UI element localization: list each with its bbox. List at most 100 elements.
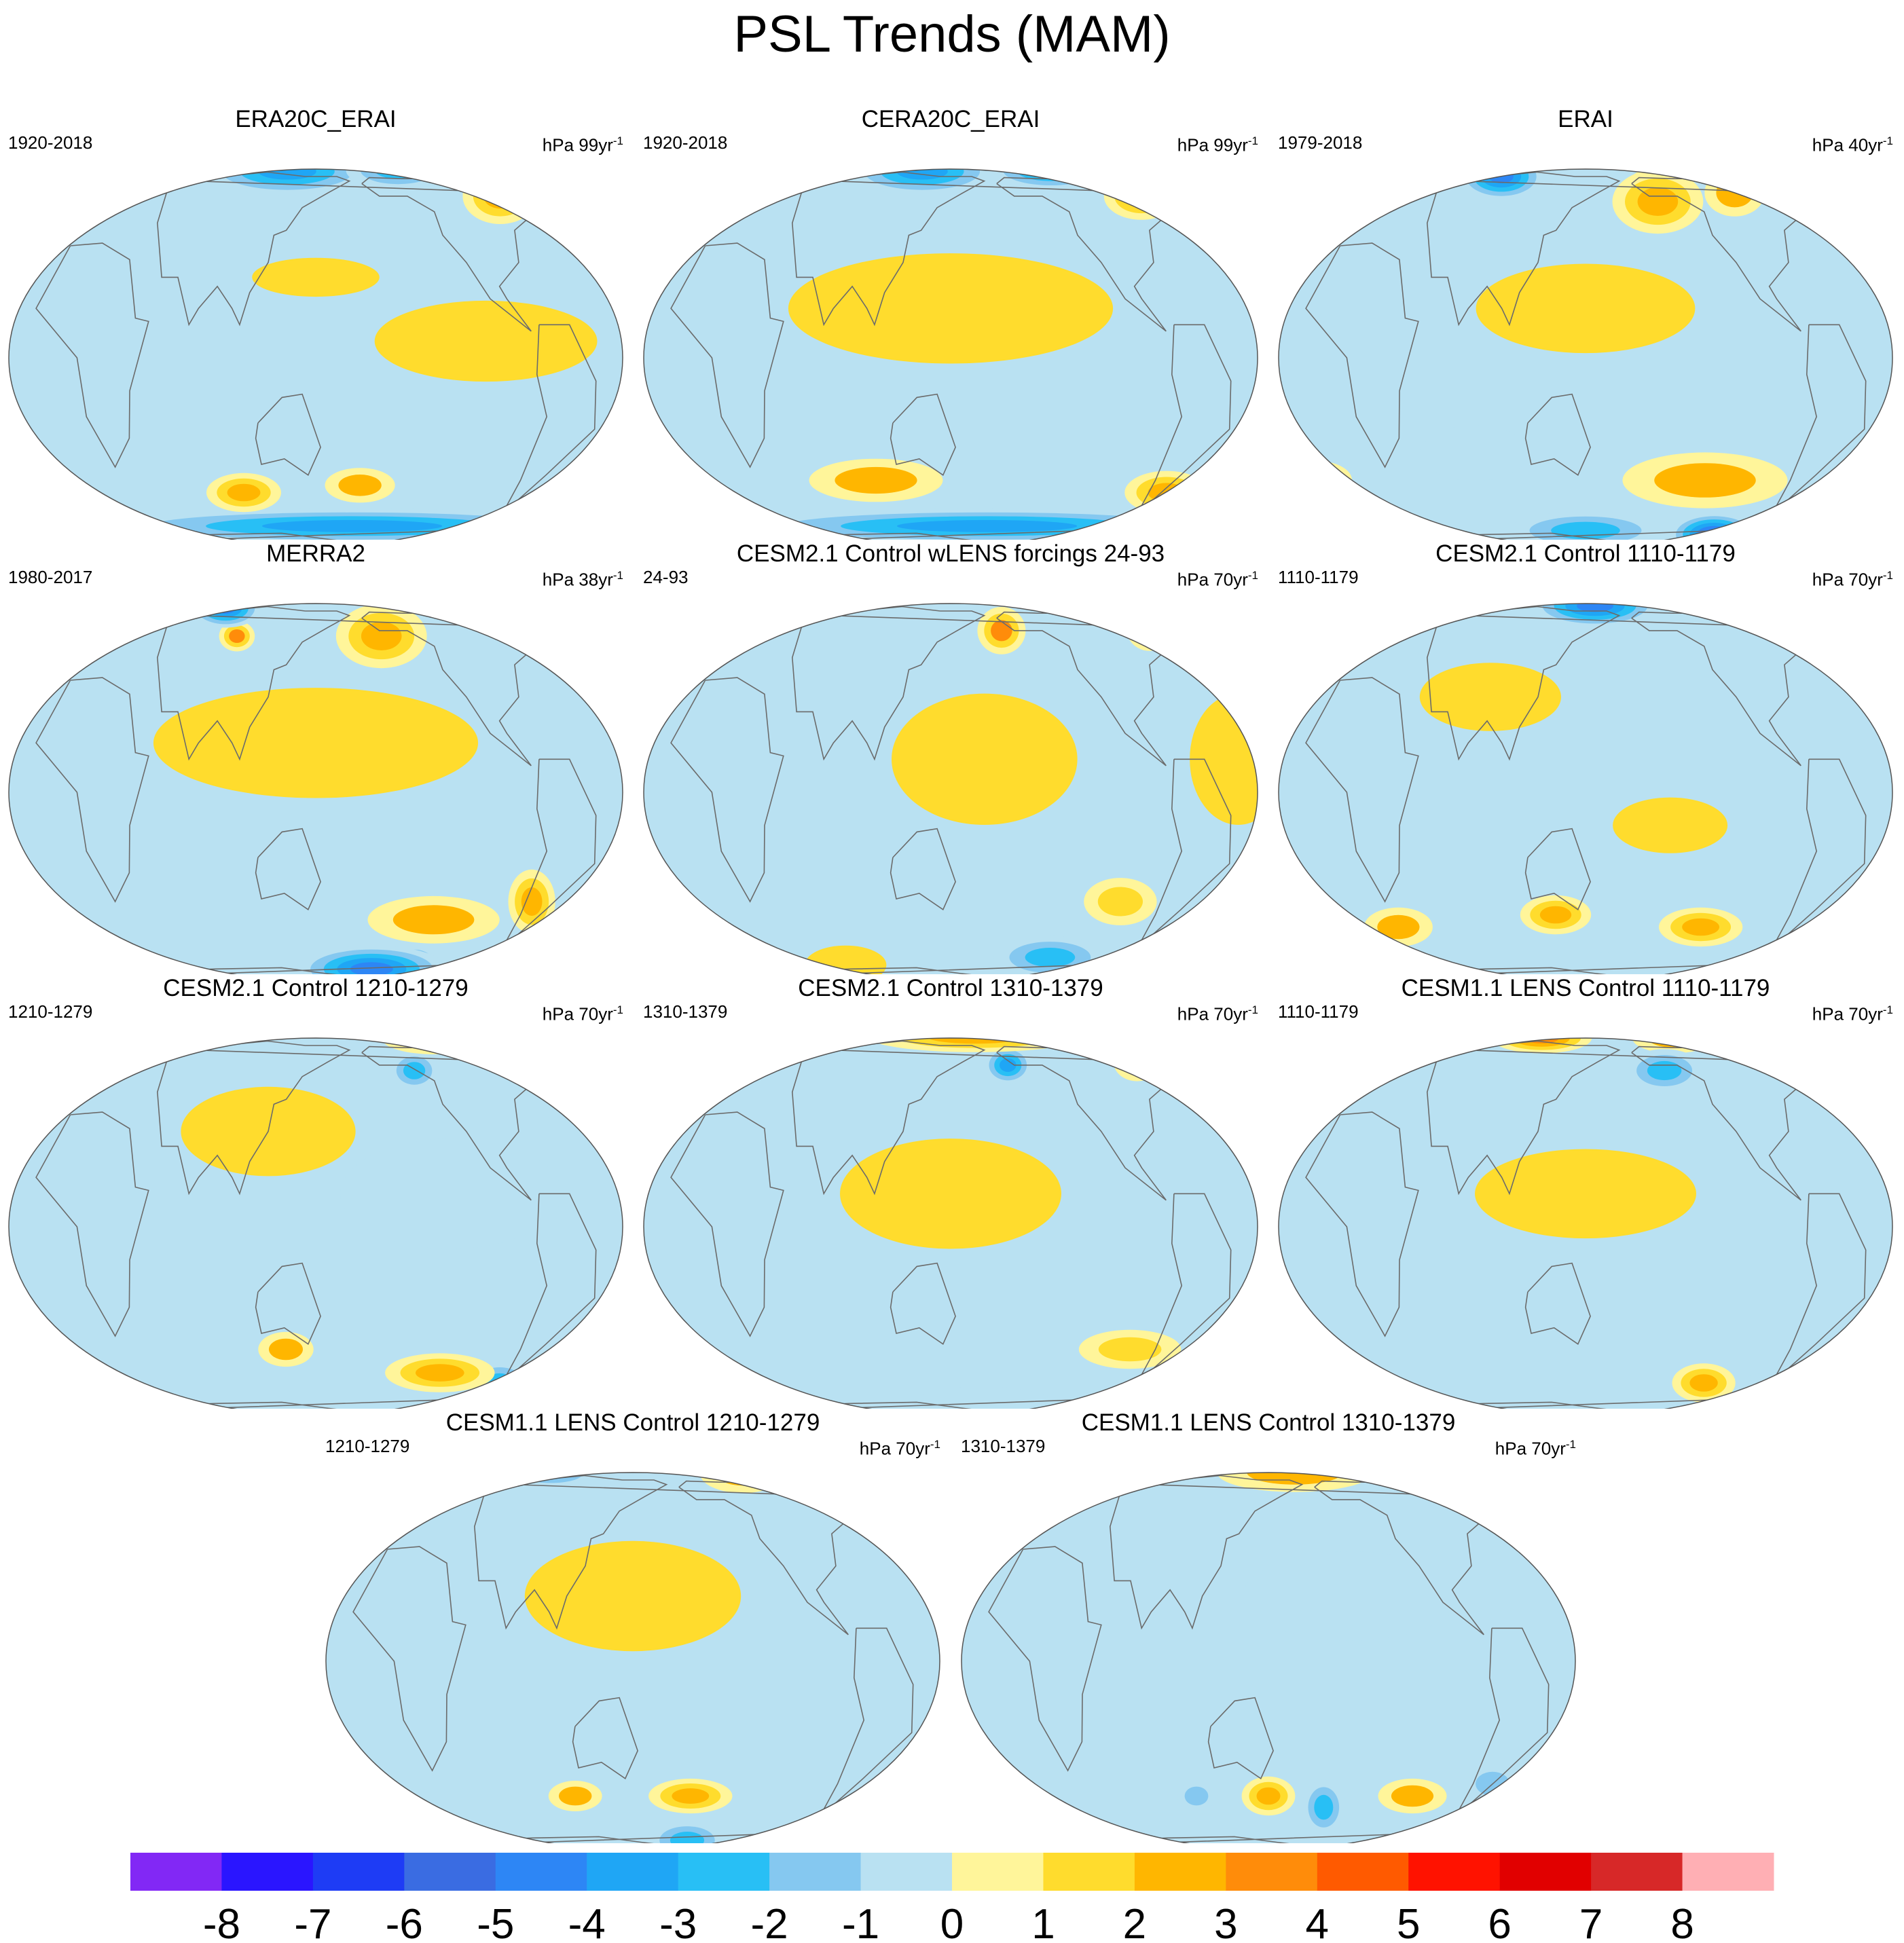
coastline: [1207, 1697, 1274, 1780]
panel-map: [1278, 168, 1893, 540]
contour-fill: [1243, 1551, 1459, 1641]
panel-period: 1920-2018: [643, 132, 728, 153]
panel-map: [643, 1037, 1258, 1409]
panel: CESM1.1 LENS Control 1210-1279 1210-1279 h…: [317, 1409, 949, 1843]
coastline: [1136, 758, 1232, 949]
contour-fill: [1184, 1786, 1209, 1806]
contour-fill: [672, 1788, 710, 1804]
panel-map: [643, 603, 1258, 974]
contour-fill: [788, 253, 1114, 364]
map-outline: [643, 168, 1258, 540]
panel-units: hPa 70yr-1: [1177, 1000, 1258, 1024]
contour-fill: [1025, 948, 1076, 967]
map-background: [1279, 169, 1892, 540]
panel-units: hPa 70yr-1: [1812, 566, 1893, 590]
panel-map: [325, 1472, 940, 1843]
map-outline: [643, 603, 1258, 974]
colorbar-tick-label: 2: [1123, 1901, 1146, 1943]
units-exponent: -1: [930, 1438, 940, 1451]
coastline: [1136, 324, 1232, 515]
coastline: [770, 1397, 1129, 1409]
panel-period: 24-93: [643, 567, 689, 587]
contour-fill: [392, 905, 475, 935]
coastline: [1305, 677, 1419, 903]
map-outline: [1278, 603, 1893, 974]
panel-title: MERRA2: [266, 540, 365, 567]
panel-units: hPa 70yr-1: [1812, 1000, 1893, 1024]
colorbar-swatch: [495, 1853, 587, 1891]
map-outline: [8, 1037, 623, 1409]
colorbar-tick-label: 5: [1397, 1901, 1420, 1943]
panel: CESM2.1 Control 1310-1379 1310-1379 hPa 70…: [635, 974, 1266, 1409]
colorbar-swatch: [1226, 1853, 1318, 1891]
contour-fill: [1522, 952, 1714, 974]
panel-map: [961, 1472, 1576, 1843]
panel-map: [8, 168, 623, 540]
contour-fill: [1613, 797, 1728, 853]
map-outline: [8, 168, 623, 540]
units-text: hPa 99yr: [1177, 134, 1248, 155]
coastline: [501, 324, 597, 515]
contour-fill: [153, 688, 479, 798]
map-outline: [643, 1037, 1258, 1409]
map-background: [326, 1473, 940, 1843]
contour-fill: [261, 520, 443, 532]
panel-title: ERA20C_ERAI: [235, 106, 397, 132]
contour-fill: [835, 466, 917, 494]
panel-units: hPa 99yr-1: [543, 131, 623, 155]
map-outline: [8, 603, 623, 974]
contour-fill: [1539, 906, 1572, 924]
coastline: [1305, 242, 1419, 468]
units-exponent: -1: [1882, 1003, 1893, 1016]
coastline: [1305, 1111, 1419, 1337]
coastline: [501, 758, 597, 949]
contour-fill: [897, 520, 1078, 532]
contour-fill: [521, 887, 543, 916]
panel-units: hPa 70yr-1: [1177, 566, 1258, 590]
units-text: hPa 38yr: [542, 569, 613, 590]
panel-period: 1920-2018: [8, 132, 93, 153]
colorbar-tick-label: 7: [1579, 1901, 1603, 1943]
contour-fill: [524, 1540, 742, 1652]
colorbar-swatch: [1682, 1853, 1774, 1891]
panel-title: CESM2.1 Control wLENS forcings 24-93: [736, 540, 1165, 567]
panel-period: 1310-1379: [643, 1001, 728, 1022]
coastline: [770, 528, 1129, 540]
map-outline: [961, 1472, 1576, 1843]
panel-map: [8, 1037, 623, 1409]
panel-units: hPa 40yr-1: [1812, 131, 1893, 155]
coastline: [135, 1397, 494, 1409]
units-text: hPa 70yr: [1812, 1003, 1883, 1024]
contour-fill: [1419, 663, 1561, 731]
contour-fill: [559, 1786, 592, 1806]
colorbar-tick-label: 4: [1306, 1901, 1329, 1943]
coastline: [1771, 1193, 1867, 1384]
panel-units: hPa 70yr-1: [860, 1435, 940, 1459]
coastline: [255, 1262, 321, 1346]
panel-period: 1210-1279: [8, 1001, 93, 1022]
colorbar-tick-label: -1: [842, 1901, 879, 1943]
contour-fill: [1190, 693, 1258, 825]
colorbar-tick-label: -2: [751, 1901, 788, 1943]
contour-fill: [227, 483, 261, 502]
contour-fill: [229, 629, 245, 643]
panel-title: CESM1.1 LENS Control 1310-1379: [1081, 1409, 1456, 1436]
units-exponent: -1: [1565, 1438, 1576, 1451]
colorbar-swatch: [130, 1853, 222, 1891]
coastline: [1136, 1193, 1232, 1384]
contour-fill: [670, 1832, 705, 1843]
colorbar-swatch: [860, 1853, 953, 1891]
colorbar-tick-label: 3: [1214, 1901, 1237, 1943]
panel-title: CESM1.1 LENS Control 1110-1179: [1401, 975, 1770, 1001]
colorbar-swatch: [587, 1853, 679, 1891]
units-exponent: -1: [1247, 1003, 1258, 1016]
panel-units: hPa 70yr-1: [1495, 1435, 1576, 1459]
colorbar-tick-label: -7: [294, 1901, 331, 1943]
panel-map: [1278, 603, 1893, 974]
coastline: [890, 828, 956, 911]
panel: MERRA2 1980-2017 hPa 38yr-1: [0, 540, 631, 974]
coastline: [670, 1111, 784, 1337]
coastline: [572, 1697, 638, 1780]
contour-fill: [1475, 1149, 1696, 1239]
contour-fill: [1391, 1785, 1434, 1807]
